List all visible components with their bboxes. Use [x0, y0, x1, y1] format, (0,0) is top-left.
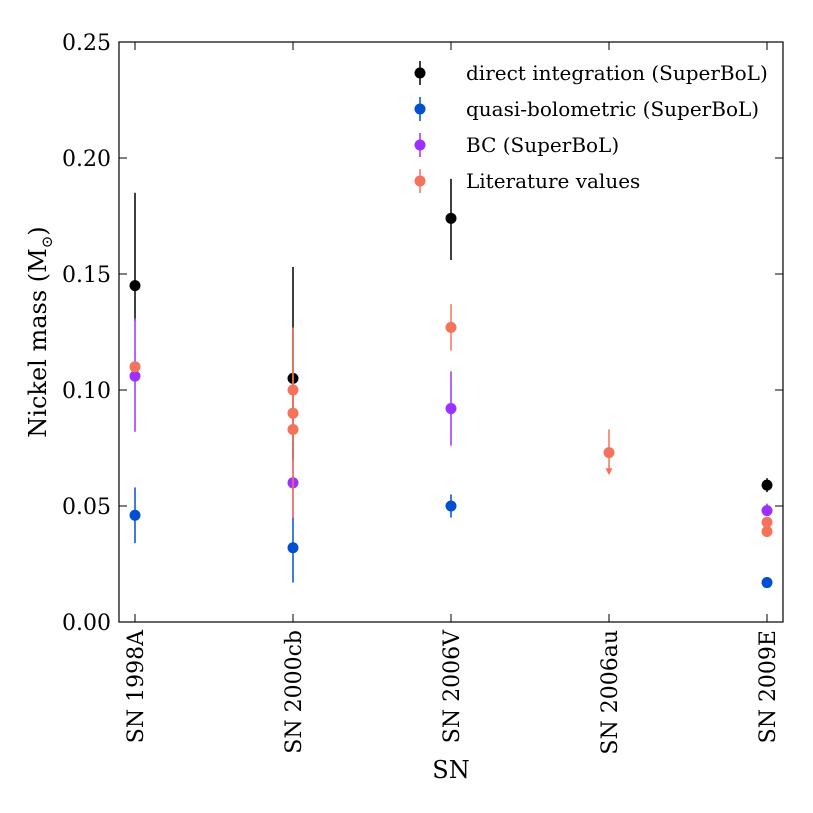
data-point [445, 403, 457, 415]
data-point [761, 526, 773, 538]
legend-marker [414, 139, 426, 151]
y-tick-label: 0.10 [62, 379, 111, 404]
data-point [129, 509, 141, 521]
legend-entry: direct integration (SuperBoL) [466, 61, 768, 85]
legend-entry: quasi-bolometric (SuperBoL) [466, 97, 759, 121]
y-axis-label-sub: ⊙ [38, 236, 56, 249]
data-point [287, 423, 299, 435]
y-tick-label: 0.05 [62, 495, 111, 520]
data-point [761, 516, 773, 528]
data-point [287, 542, 299, 554]
data-point [445, 500, 457, 512]
data-point [129, 361, 141, 373]
x-tick-label: SN 2006au [598, 630, 623, 755]
y-tick-label: 0.00 [62, 611, 111, 636]
y-tick-label: 0.15 [62, 263, 111, 288]
y-tick-label: 0.25 [62, 31, 111, 56]
data-point [603, 447, 615, 459]
x-tick-label: SN 2006V [440, 629, 465, 743]
data-point [445, 321, 457, 333]
legend-marker [414, 103, 426, 115]
data-point [129, 280, 141, 292]
y-axis-label-main: Nickel mass (M [24, 248, 52, 437]
y-axis-label-close: ) [24, 226, 52, 235]
legend: direct integration (SuperBoL) quasi-bolom… [414, 61, 768, 193]
x-tick-label: SN 2009E [756, 630, 781, 743]
data-point [445, 212, 457, 224]
data-point [129, 370, 141, 382]
x-tick-label: SN 1998A [124, 629, 149, 743]
y-axis-label: Nickel mass (M⊙) [24, 226, 56, 437]
y-tick-label: 0.20 [62, 147, 111, 172]
data-point [761, 505, 773, 517]
x-axis-label: SN [432, 756, 469, 784]
legend-entry: Literature values [466, 169, 640, 193]
legend-marker [414, 175, 426, 187]
data-point [761, 479, 773, 491]
legend-entry: BC (SuperBoL) [466, 133, 619, 157]
data-point [761, 577, 773, 589]
upper-limit-arrow [605, 468, 613, 476]
legend-marker [414, 67, 426, 79]
x-tick-label: SN 2000cb [282, 630, 307, 754]
data-marks [129, 178, 773, 589]
x-axis-ticks: SN 1998A SN 2000cb SN 2006V SN 2006au SN 200… [124, 42, 781, 755]
y-axis-ticks: 0.00 0.05 0.10 0.15 0.20 0.25 [62, 31, 783, 636]
